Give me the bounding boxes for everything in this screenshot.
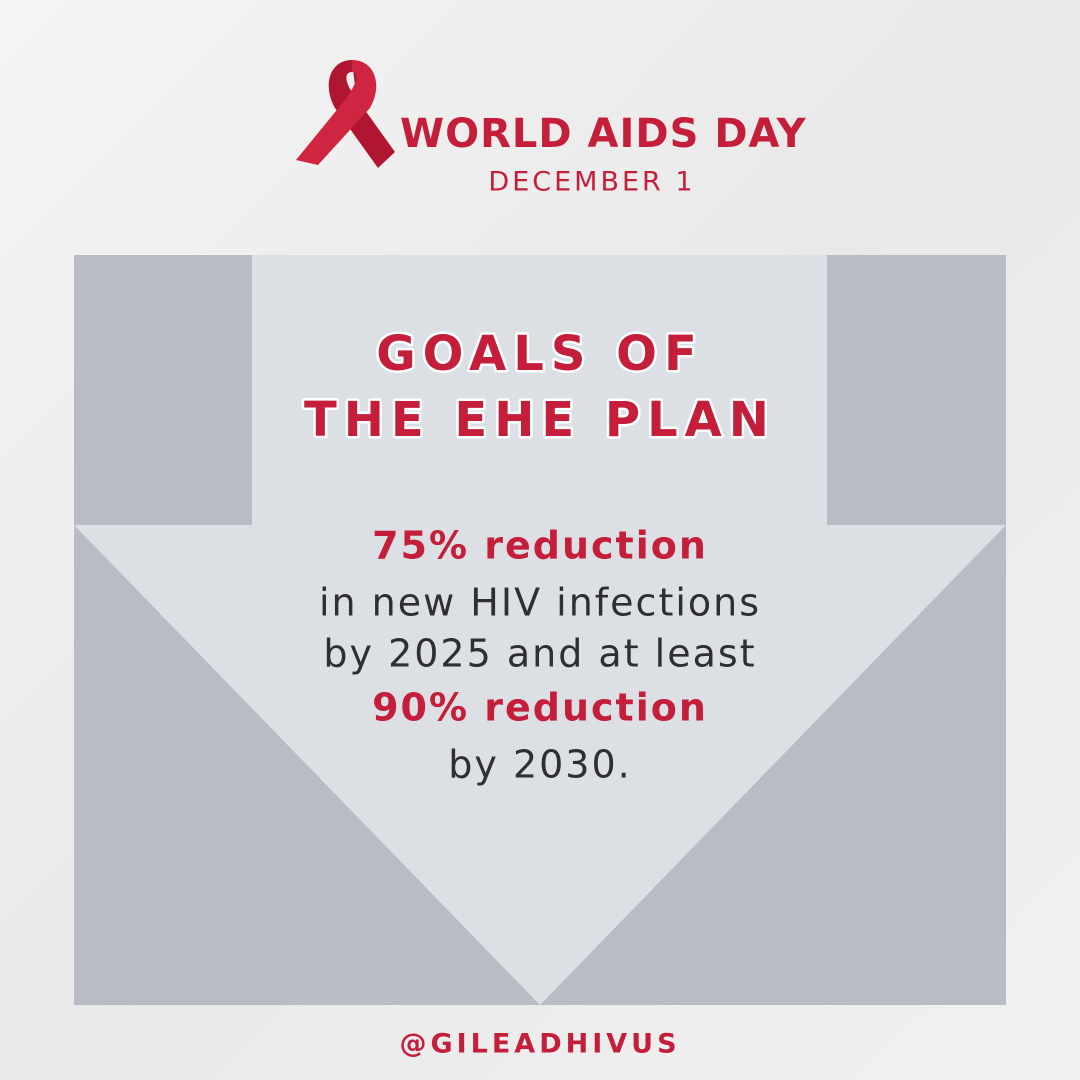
- goals-title: GOALS OF: [376, 326, 704, 382]
- down-arrow: [74, 255, 1006, 1005]
- event-date: DECEMBER 1: [488, 167, 695, 198]
- goal-highlight: 90% reduction: [372, 686, 708, 730]
- goal-text: by 2025 and at least: [323, 632, 756, 676]
- event-title: WORLD AIDS DAY: [400, 111, 807, 157]
- goal-highlight: 75% reduction: [372, 524, 708, 568]
- red-ribbon: [296, 60, 395, 168]
- social-handle: @GILEADHIVUS: [399, 1029, 680, 1060]
- goal-text: by 2030.: [448, 743, 631, 787]
- goals-title: THE EHE PLAN: [304, 392, 776, 448]
- goal-text: in new HIV infections: [319, 581, 761, 625]
